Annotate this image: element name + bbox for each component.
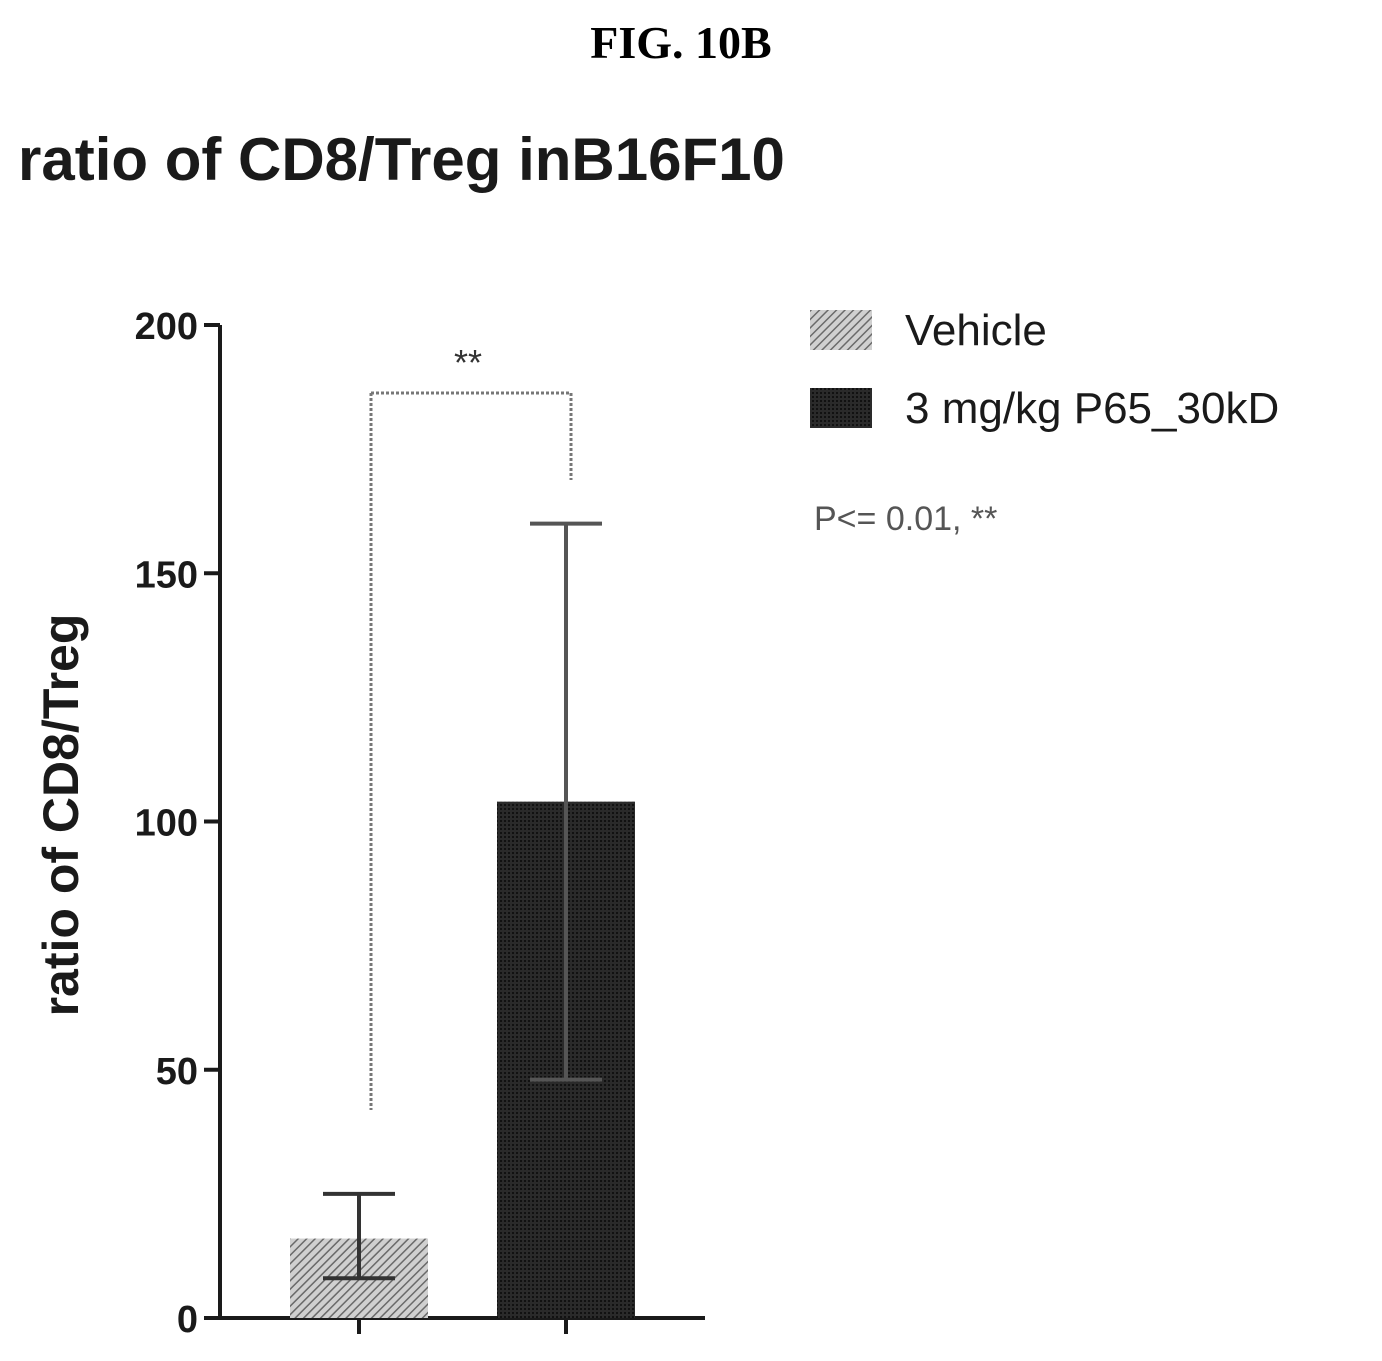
legend-label-vehicle: Vehicle xyxy=(905,306,1047,355)
y-tick-label: 200 xyxy=(135,306,198,348)
legend-swatch-vehicle xyxy=(810,310,872,350)
bars xyxy=(290,801,635,1318)
figure-label: FIG. 10B xyxy=(590,17,771,68)
significance-label: ** xyxy=(454,342,482,383)
chart-title: ratio of CD8/Treg inB16F10 xyxy=(18,126,785,193)
y-tick-label: 0 xyxy=(177,1299,198,1341)
legend-label-treatment: 3 mg/kg P65_30kD xyxy=(905,384,1279,433)
y-axis-label: ratio of CD8/Treg xyxy=(33,614,89,1017)
y-tick-label: 150 xyxy=(135,554,198,596)
p-value-note: P<= 0.01, ** xyxy=(814,500,997,538)
y-tick-label: 50 xyxy=(156,1051,198,1093)
error-bars xyxy=(323,521,602,1281)
significance-bracket xyxy=(369,391,573,1110)
y-axis: 0 50 100 150 200 xyxy=(135,306,222,1341)
x-axis xyxy=(220,1316,705,1334)
y-tick-label: 100 xyxy=(135,803,198,845)
legend-swatch-treatment xyxy=(810,388,872,428)
legend: Vehicle 3 mg/kg P65_30kD xyxy=(810,306,1279,433)
